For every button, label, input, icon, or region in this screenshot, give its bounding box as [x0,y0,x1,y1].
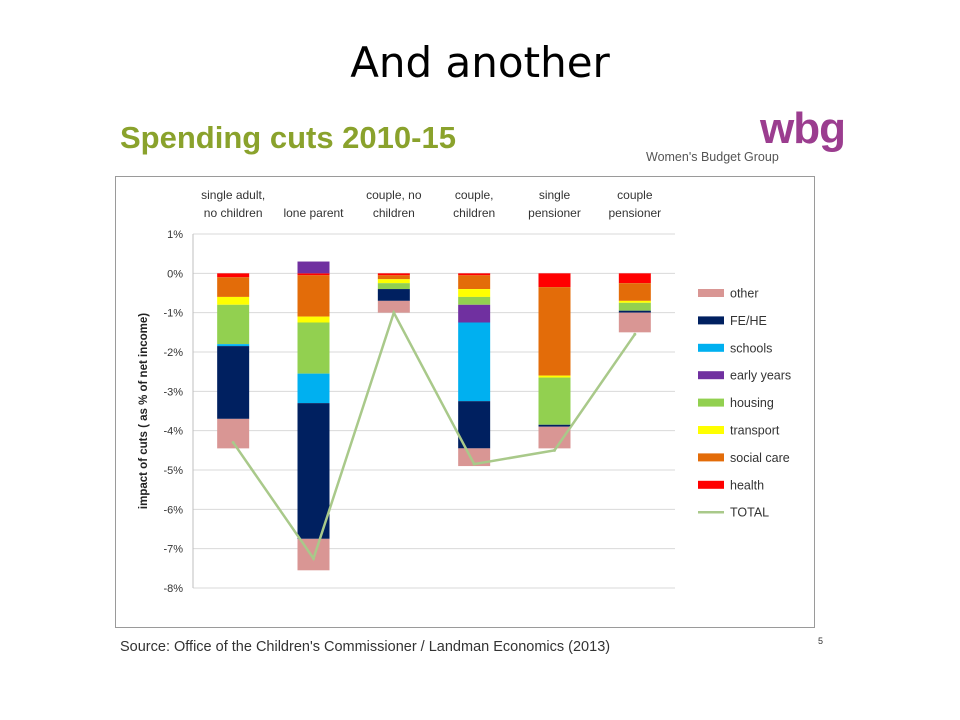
y-tick-label: -1% [163,308,183,320]
legend-swatch [698,289,724,297]
bar-segment-transport [618,300,651,303]
logo-organisation-name: Women's Budget Group [646,150,779,164]
bar-segment-transport [297,316,330,323]
legend-label: TOTAL [730,506,769,520]
bar-segment-fe-he [458,401,491,449]
bar-segment-fe-he [297,403,330,539]
total-point [231,440,235,444]
legend-swatch [698,480,724,489]
legend-swatch [698,343,724,352]
bar-segment-housing [458,296,491,305]
total-point [472,462,476,466]
legend-swatch [698,453,724,462]
category-label: single adult, [201,188,265,202]
bar-segment-health [458,273,491,276]
y-tick-label: -4% [163,426,183,438]
category-label: single [539,188,571,202]
y-tick-label: 0% [167,268,183,280]
bar-segment-schools [217,344,250,347]
bar-segment-health [217,273,250,278]
page-number: 5 [818,636,824,646]
legend-label: transport [730,424,780,438]
bar-segment-social-care [538,287,571,376]
bar-segment-early-years [458,304,491,323]
total-line [232,309,636,562]
y-tick-label: -8% [163,583,183,595]
legend-label: schools [730,341,772,355]
bar-segment-fe-he [618,310,651,313]
bar-segment-schools [458,322,491,402]
legend-label: health [730,478,764,492]
bar-segment-transport [538,375,571,378]
legend-label: other [730,287,759,301]
legend-label: early years [730,369,791,383]
bar-segment-health [377,273,410,276]
bar-segment-housing [377,283,410,290]
bar-segment-housing [618,302,651,311]
category-label: couple [617,188,653,202]
bar-segment-health [297,273,330,276]
bar-segment-social-care [618,283,651,301]
bar-segment-schools [297,373,330,404]
bar-segment-fe-he [538,424,571,427]
bar-segment-social-care [297,275,330,317]
source-note: Source: Office of the Children's Commiss… [120,639,611,655]
bar-segment-other [377,300,410,313]
total-point [553,448,556,452]
category-label: couple, no [366,188,422,202]
category-label: children [453,206,495,220]
category-label: pensioner [608,206,661,220]
bar-segment-fe-he [217,346,250,419]
total-point [312,557,315,560]
legend-swatch [698,426,724,434]
legend-label: social care [730,451,790,465]
wbg-logo: wbg Women's Budget Group [640,104,846,172]
bar-segment-transport [458,289,491,297]
legend-label: housing [730,396,774,410]
y-tick-label: -3% [163,386,183,398]
bar-segment-housing [538,377,571,425]
y-tick-label: -7% [163,544,183,556]
bar-segment-housing [297,322,330,374]
legend-swatch [698,398,724,407]
bar-segment-social-care [377,275,410,280]
category-label: lone parent [283,206,344,220]
bar-segment-health [538,273,571,288]
y-tick-label: -2% [163,347,183,359]
bar-segment-social-care [217,277,250,297]
bar-segment-other [618,312,651,333]
chart-title: Spending cuts 2010-15 [120,120,456,155]
logo-wordmark: wbg [760,104,846,153]
category-label: couple, [455,188,494,202]
bar-segment-early-years [297,261,330,274]
y-tick-label: 1% [167,229,183,241]
legend-swatch [698,371,724,380]
bar-segment-other [538,426,571,449]
category-label: children [373,206,415,220]
total-point [392,311,396,315]
y-tick-label: -6% [163,504,183,516]
legend-swatch [698,316,724,325]
stacked-bar-chart: 1% 0% -1% -2% -3% -4% -5% -6% -7% -8% impact of cu… [138,188,791,595]
category-label: pensioner [528,206,581,220]
bar-segment-fe-he [377,289,410,301]
total-point [633,332,637,336]
bar-segment-housing [217,304,250,345]
category-label: no children [204,206,263,220]
y-tick-label: -5% [163,465,183,477]
bar-segment-transport [377,279,410,284]
bar-segment-transport [217,296,250,305]
legend-label: FE/HE [730,314,767,328]
slide-title: And another [350,38,610,87]
y-axis-title: impact of cuts ( as % of net income) [138,313,150,509]
bar-segment-health [618,273,651,284]
bar-segment-social-care [458,275,491,290]
